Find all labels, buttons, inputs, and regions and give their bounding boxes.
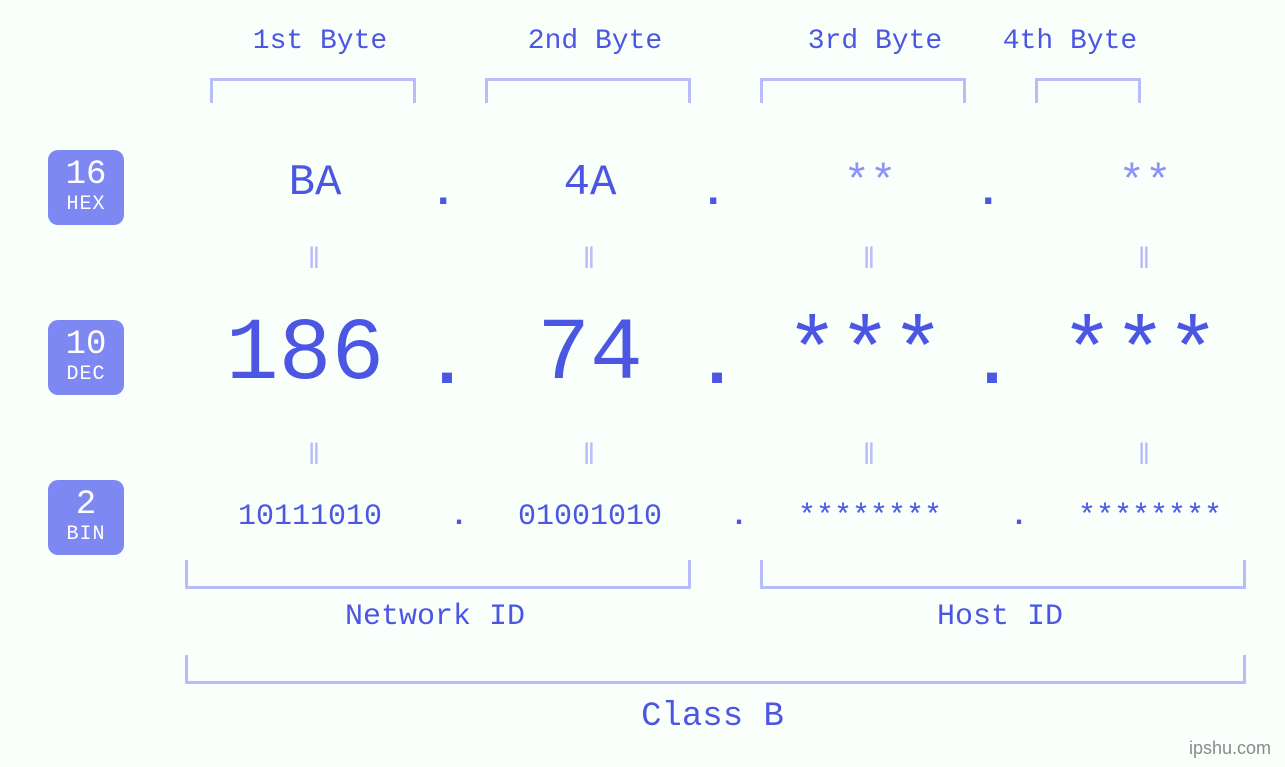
dec-byte-1: 186 <box>185 306 425 405</box>
dec-dot-3: . <box>971 326 1013 405</box>
bracket-host-id <box>760 560 1246 589</box>
header-byte-2: 2nd Byte <box>525 26 665 57</box>
badge-dec: 10 DEC <box>48 320 124 395</box>
badge-dec-num: 10 <box>48 328 124 364</box>
bracket-byte-2 <box>485 78 691 103</box>
header-byte-3: 3rd Byte <box>805 26 945 57</box>
label-host-id: Host ID <box>760 600 1240 634</box>
dec-byte-4: *** <box>1020 306 1260 405</box>
badge-bin: 2 BIN <box>48 480 124 555</box>
watermark: ipshu.com <box>1189 738 1271 759</box>
equals-4b: ǁ <box>1135 440 1153 474</box>
hex-dot-1: . <box>430 168 456 218</box>
bin-byte-4: ******** <box>1015 500 1285 534</box>
badge-hex-label: HEX <box>48 194 124 215</box>
equals-2b: ǁ <box>580 440 598 474</box>
hex-byte-4: ** <box>1035 158 1255 208</box>
badge-hex-num: 16 <box>48 158 124 194</box>
bracket-class <box>185 655 1246 684</box>
equals-4a: ǁ <box>1135 244 1153 278</box>
bracket-byte-1 <box>210 78 416 103</box>
badge-bin-label: BIN <box>48 524 124 545</box>
dec-byte-2: 74 <box>470 306 710 405</box>
label-network-id: Network ID <box>185 600 685 634</box>
equals-3b: ǁ <box>860 440 878 474</box>
equals-2a: ǁ <box>580 244 598 278</box>
equals-1a: ǁ <box>305 244 323 278</box>
badge-dec-label: DEC <box>48 364 124 385</box>
bracket-byte-4 <box>1035 78 1141 103</box>
hex-dot-3: . <box>975 168 1001 218</box>
badge-bin-num: 2 <box>48 488 124 524</box>
equals-1b: ǁ <box>305 440 323 474</box>
header-byte-4: 4th Byte <box>1000 26 1140 57</box>
hex-dot-2: . <box>700 168 726 218</box>
hex-byte-1: BA <box>205 158 425 208</box>
bin-byte-1: 10111010 <box>175 500 445 534</box>
bin-byte-2: 01001010 <box>455 500 725 534</box>
label-class: Class B <box>185 698 1240 736</box>
header-byte-1: 1st Byte <box>250 26 390 57</box>
hex-byte-2: 4A <box>480 158 700 208</box>
ip-bytes-diagram: 1st Byte 2nd Byte 3rd Byte 4th Byte 16 H… <box>0 0 1285 767</box>
badge-hex: 16 HEX <box>48 150 124 225</box>
dec-dot-1: . <box>426 326 468 405</box>
bin-byte-3: ******** <box>735 500 1005 534</box>
bracket-byte-3 <box>760 78 966 103</box>
bracket-network-id <box>185 560 691 589</box>
dec-dot-2: . <box>696 326 738 405</box>
hex-byte-3: ** <box>760 158 980 208</box>
dec-byte-3: *** <box>745 306 985 405</box>
equals-3a: ǁ <box>860 244 878 278</box>
